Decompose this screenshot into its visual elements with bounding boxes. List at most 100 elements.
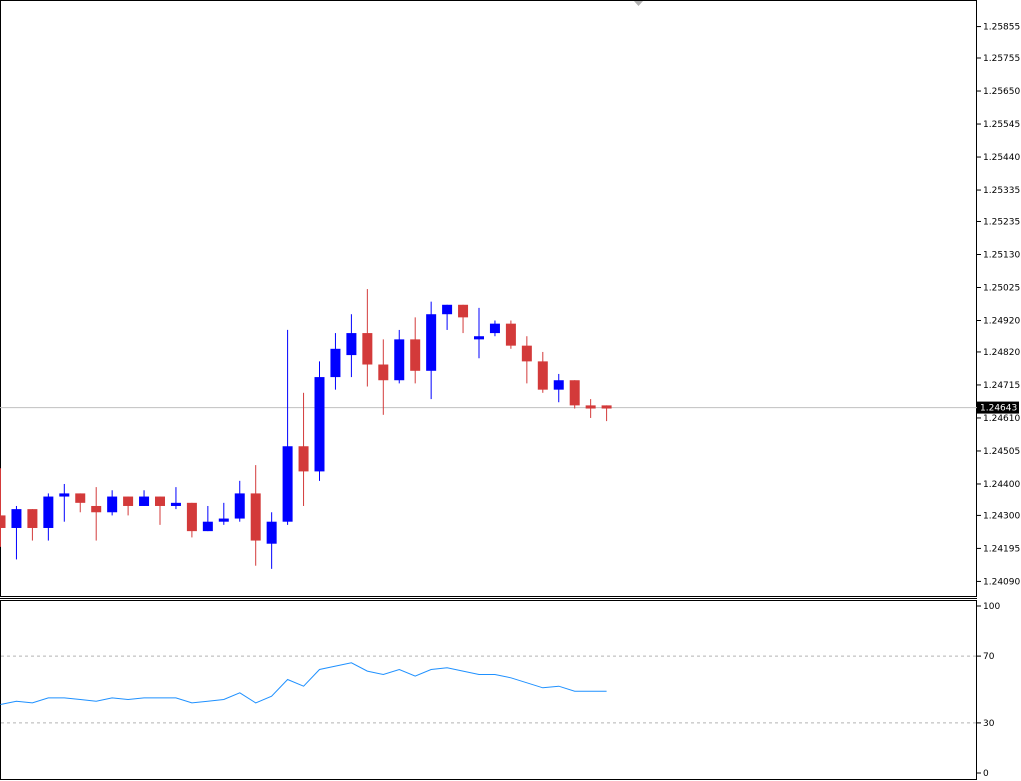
candle — [123, 496, 134, 516]
price-tick-label: 1.25130 — [983, 250, 1020, 260]
candle-body-down — [75, 493, 86, 503]
candle — [505, 320, 516, 349]
price-tick-label: 1.25545 — [983, 120, 1020, 130]
candle — [186, 502, 197, 538]
indicator-levels — [1, 655, 976, 724]
current-price-box — [977, 401, 1019, 414]
candle — [394, 329, 405, 384]
price-tick-label: 1.25235 — [983, 217, 1020, 227]
candle-body-up — [553, 380, 564, 390]
price-tick-label: 1.24300 — [983, 511, 1020, 521]
candle-body-down — [298, 446, 309, 472]
candle — [282, 329, 293, 525]
candle-body-up — [59, 493, 70, 497]
indicator-axis: 100 70 30 0 — [977, 602, 1000, 779]
price-tick-label: 1.24090 — [983, 577, 1020, 587]
candle-body-down — [27, 509, 38, 528]
indicator-panel[interactable] — [0, 600, 977, 780]
candle-body-down — [0, 515, 6, 528]
candle-body-up — [346, 333, 357, 356]
candle-body-down — [410, 339, 421, 371]
candle — [410, 317, 421, 384]
current-price-label: 1.24643 — [980, 404, 1017, 414]
candle-body-down — [569, 380, 580, 406]
candle — [27, 509, 38, 541]
price-tick-label: 1.25650 — [983, 87, 1020, 97]
candle — [569, 380, 580, 409]
indicator-tick-label: 100 — [983, 602, 1000, 612]
price-tick-label: 1.25335 — [983, 186, 1020, 196]
candle — [170, 487, 181, 510]
candle-body-up — [442, 304, 453, 315]
candle-body-down — [537, 361, 548, 390]
candle-body-up — [107, 496, 118, 513]
candles-group — [0, 289, 612, 569]
candle — [234, 480, 245, 522]
candle — [474, 307, 484, 359]
candle-body-down — [362, 333, 373, 365]
candle — [362, 289, 373, 387]
candle-body-up — [43, 496, 54, 528]
candle — [458, 304, 469, 334]
candle — [202, 505, 213, 532]
main-panel[interactable] — [0, 0, 977, 597]
candle — [553, 373, 564, 403]
candle-body-up — [314, 377, 325, 472]
candle-body-down — [186, 502, 197, 532]
candle — [489, 320, 500, 337]
price-tick-label: 1.24715 — [983, 381, 1020, 391]
candle — [585, 399, 596, 418]
indicator-line — [0, 662, 607, 705]
candle-body-up — [202, 521, 213, 532]
candle-body-up — [474, 336, 484, 340]
candle-body-up — [234, 493, 245, 519]
price-tick-label: 1.25025 — [983, 283, 1020, 293]
price-tick-label: 1.25855 — [983, 23, 1020, 33]
price-tick-label: 1.24195 — [983, 544, 1020, 554]
chart-shift-marker-icon[interactable] — [634, 1, 643, 6]
price-tick-label: 1.24610 — [983, 414, 1020, 424]
candle-body-up — [489, 323, 500, 334]
indicator-tick-label: 0 — [983, 769, 989, 779]
candle — [107, 490, 118, 516]
candle-body-up — [282, 446, 293, 522]
candle — [346, 314, 357, 378]
candle — [266, 512, 277, 569]
candle — [442, 304, 453, 330]
candle — [11, 505, 22, 560]
candle — [218, 502, 229, 525]
candle-body-down — [123, 496, 134, 506]
candle — [59, 483, 70, 522]
candle-body-down — [155, 496, 165, 506]
candle — [75, 493, 86, 513]
candle — [537, 351, 548, 393]
candle — [250, 465, 261, 566]
candle — [0, 468, 6, 547]
candle-body-up — [139, 496, 150, 506]
candle-body-down — [378, 364, 389, 381]
candle — [298, 392, 309, 506]
price-tick-label: 1.24505 — [983, 447, 1020, 457]
candle — [426, 301, 437, 400]
candle-body-up — [218, 518, 229, 522]
candle — [330, 333, 341, 390]
candle-body-up — [170, 502, 181, 506]
price-tick-label: 1.25440 — [983, 153, 1020, 163]
price-tick-label: 1.25755 — [983, 54, 1020, 64]
price-axis: 1.25855 1.25755 1.25650 1.25545 1.25440 1.253… — [977, 23, 1020, 587]
candle-body-down — [585, 405, 596, 409]
indicator-tick-label: 30 — [983, 719, 995, 729]
candle-body-up — [11, 509, 22, 528]
indicator-tick-label: 70 — [983, 652, 995, 662]
candle-body-up — [426, 314, 437, 371]
price-tick-label: 1.24920 — [983, 317, 1020, 327]
candle-body-down — [458, 304, 469, 318]
candle — [601, 405, 612, 422]
candle — [91, 487, 102, 541]
candle-body-down — [250, 493, 261, 541]
candle-body-down — [521, 345, 532, 362]
candle — [155, 496, 165, 525]
candle — [43, 493, 54, 541]
